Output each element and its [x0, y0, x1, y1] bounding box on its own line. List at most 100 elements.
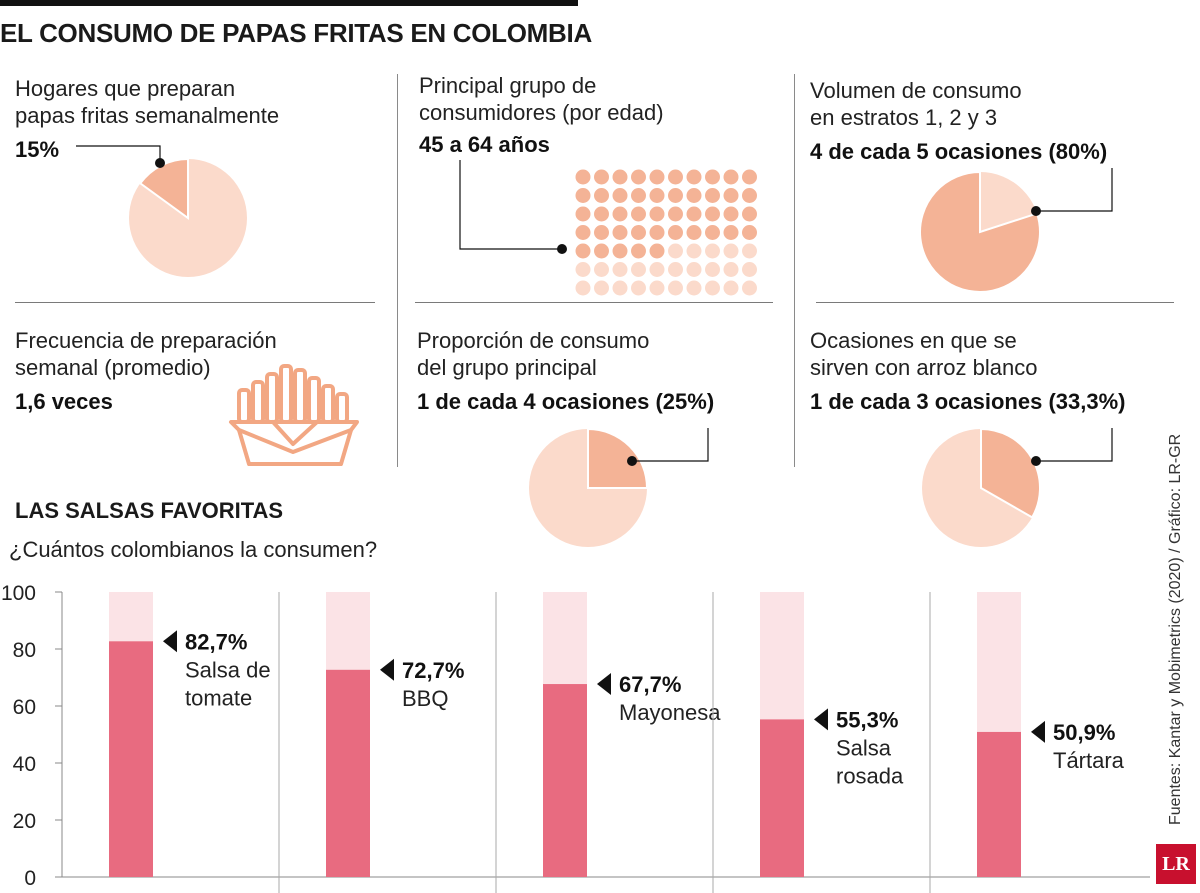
age-dot-highlight: [612, 188, 628, 203]
age-dot: [742, 243, 757, 259]
age-dot-highlight: [575, 188, 591, 203]
age-dot: [705, 243, 720, 259]
divider-left: [15, 302, 375, 303]
stat-3-value: 4 de cada 5 ocasiones (80%): [810, 139, 1108, 164]
stat-6-label-line-2: sirven con arroz blanco: [810, 355, 1038, 380]
age-dot: [575, 262, 591, 277]
age-dot: [649, 262, 665, 277]
dot-grid-leader-dot: [557, 244, 567, 254]
y-tick-label: 100: [1, 582, 36, 605]
age-dot: [723, 280, 739, 296]
bar-category-label: rosada: [836, 763, 904, 788]
stat-6-value: 1 de cada 3 ocasiones (33,3%): [810, 389, 1126, 414]
divider-middle: [415, 302, 773, 303]
pie-5-leader-line: [632, 428, 709, 462]
y-tick-label: 20: [13, 810, 36, 833]
age-dot: [594, 280, 609, 296]
sauces-bar-chart: 0 20 40 60 80 100 82,7% Salsa de tomate 72,7% BBQ 6…: [1, 582, 1150, 893]
age-dot-highlight: [612, 243, 628, 259]
age-dot: [686, 280, 702, 296]
bar: [543, 684, 587, 877]
age-dot-highlight: [575, 225, 591, 240]
stat-4-label-line-1: Frecuencia de preparación: [15, 328, 277, 353]
age-dot-highlight: [723, 188, 739, 203]
sauces-title: LAS SALSAS FAVORITAS: [15, 498, 284, 523]
age-dot: [723, 243, 739, 259]
stat-3-label-line-2: en estratos 1, 2 y 3: [810, 105, 998, 130]
age-dot: [668, 243, 683, 259]
age-dot-highlight: [668, 206, 683, 222]
age-dot-highlight: [612, 206, 628, 222]
age-dot: [742, 280, 757, 296]
stat-2-label-line-1: Principal grupo de: [419, 73, 597, 98]
stat-1-value: 15%: [15, 137, 60, 162]
age-dot-highlight: [723, 206, 739, 222]
bar-category-label: Salsa de: [185, 657, 271, 682]
age-dot-highlight: [649, 225, 665, 240]
bar: [760, 719, 804, 877]
age-dot: [668, 262, 683, 277]
stat-5-value: 1 de cada 4 ocasiones (25%): [417, 389, 715, 414]
age-dot: [686, 262, 702, 277]
y-tick-label: 60: [13, 696, 36, 719]
bar-category-label: Tártara: [1053, 748, 1125, 773]
bar-value-label: 67,7%: [619, 672, 681, 697]
column-divider-2: [794, 74, 795, 467]
age-dot-highlight: [649, 206, 665, 222]
stat-6-pie: [922, 427, 1113, 547]
y-tick-label: 40: [13, 753, 36, 776]
age-dot-highlight: [723, 225, 739, 240]
pie-5-leader-dot: [627, 456, 637, 466]
stat-2-label-line-2: consumidores (por edad): [419, 100, 664, 125]
age-dot-highlight: [575, 243, 591, 259]
age-dot-highlight: [649, 169, 665, 185]
bar-category-label: Mayonesa: [619, 700, 721, 725]
stat-6-label-line-1: Ocasiones en que se: [810, 328, 1017, 353]
stat-3-pie: [919, 168, 1113, 293]
age-dot-highlight: [631, 206, 646, 222]
age-dot-highlight: [594, 243, 609, 259]
age-dot: [612, 262, 628, 277]
age-dot: [612, 280, 628, 296]
age-dot-highlight: [742, 206, 757, 222]
age-dot-highlight: [649, 188, 665, 203]
age-dot-highlight: [668, 188, 683, 203]
age-dot-highlight: [594, 188, 609, 203]
french-fries-icon: [229, 364, 359, 466]
y-tick-label: 80: [13, 639, 36, 662]
pie-3-leader-dot: [1031, 206, 1041, 216]
stat-2-value: 45 a 64 años: [419, 132, 550, 157]
stat-2-dot-grid: [459, 160, 757, 296]
age-dot: [575, 280, 591, 296]
age-dot-highlight: [742, 169, 757, 185]
age-dot-highlight: [594, 225, 609, 240]
value-pointer: [1031, 720, 1045, 743]
age-dot-highlight: [575, 169, 591, 185]
age-dot-highlight: [705, 169, 720, 185]
age-dot-highlight: [668, 225, 683, 240]
age-dot: [705, 280, 720, 296]
age-dot: [649, 280, 665, 296]
bar-value-label: 55,3%: [836, 707, 898, 732]
age-dot: [631, 280, 646, 296]
dot-grid-leader-line: [459, 160, 562, 250]
bar: [326, 669, 370, 877]
stat-1-label-line-2: papas fritas semanalmente: [15, 103, 280, 128]
age-dot-highlight: [631, 188, 646, 203]
age-dot-highlight: [631, 243, 646, 259]
source-credit: Fuentes: Kantar y Mobimetrics (2020) / G…: [1167, 433, 1184, 825]
divider-right: [816, 302, 1174, 303]
age-dot: [594, 262, 609, 277]
age-dot-highlight: [705, 188, 720, 203]
stat-5-label-line-2: del grupo principal: [417, 355, 597, 380]
stat-1-pie: [76, 145, 247, 277]
stat-3-label-line-1: Volumen de consumo: [810, 78, 1022, 103]
stat-5-pie: [529, 427, 709, 547]
bar-category-label: tomate: [185, 685, 252, 710]
age-dot-highlight: [723, 169, 739, 185]
bar: [977, 731, 1021, 877]
stat-5-label-line-1: Proporción de consumo: [417, 328, 650, 353]
y-tick-label: 0: [24, 867, 36, 890]
pie-1-leader-dot: [155, 158, 165, 168]
bar-value-label: 50,9%: [1053, 720, 1115, 745]
